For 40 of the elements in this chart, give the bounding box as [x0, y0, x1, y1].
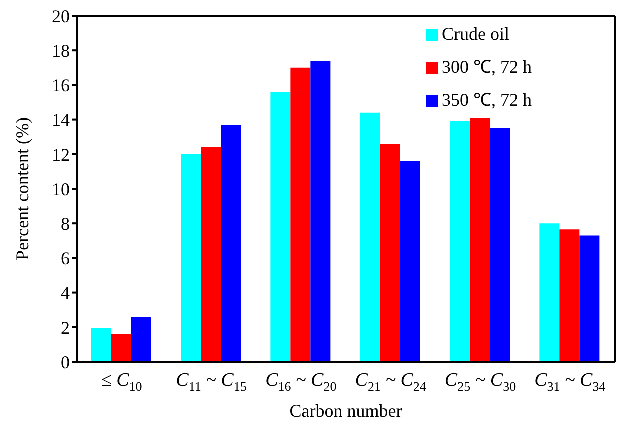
- bar: [270, 92, 291, 362]
- y-tick-label: 6: [61, 248, 70, 269]
- legend-label: Crude oil: [442, 23, 510, 46]
- bar: [201, 147, 222, 362]
- bar: [470, 118, 490, 362]
- y-tick-label: 14: [52, 110, 70, 130]
- y-axis-title: Percent content (%): [12, 118, 32, 260]
- y-tick-label: 2: [61, 318, 70, 338]
- bar: [111, 334, 132, 362]
- y-tick-label: 8: [61, 214, 70, 234]
- bar: [560, 230, 580, 362]
- y-tick-label: 12: [52, 144, 70, 165]
- legend-label: 350 ℃, 72 h: [442, 89, 532, 112]
- x-tick-label: C$_{25}$ ~ C$_{30}$: [444, 370, 516, 394]
- x-tick-label: ≤ C$_{10}$: [101, 370, 142, 394]
- bar: [360, 112, 380, 362]
- x-tick-label: C$_{21}$ ~ C$_{24}$: [355, 370, 427, 394]
- y-tick-label: 20: [52, 6, 70, 26]
- bar: [490, 128, 510, 362]
- bar: [221, 124, 242, 362]
- x-tick-label: C$_{31}$ ~ C$_{34}$: [534, 370, 606, 394]
- y-tick-label: 18: [52, 40, 70, 61]
- y-tick-label: 4: [61, 283, 70, 304]
- x-tick-label: C$_{11}$ ~ C$_{15}$: [176, 370, 247, 394]
- bar: [131, 317, 152, 362]
- bar: [181, 154, 202, 362]
- x-axis-title: Carbon number: [290, 401, 402, 421]
- bar: [450, 122, 470, 362]
- legend-label: 300 ℃, 72 h: [442, 56, 532, 79]
- x-tick-label: C$_{16}$ ~ C$_{20}$: [266, 370, 337, 394]
- bar: [580, 236, 600, 362]
- y-tick-label: 10: [52, 179, 70, 200]
- bar: [380, 144, 400, 362]
- bar: [540, 224, 560, 362]
- y-tick-label: 0: [61, 352, 70, 372]
- bar: [310, 60, 331, 362]
- y-tick-label: 16: [52, 76, 70, 96]
- bar: [400, 161, 420, 362]
- bar: [91, 328, 112, 362]
- bar: [290, 68, 311, 362]
